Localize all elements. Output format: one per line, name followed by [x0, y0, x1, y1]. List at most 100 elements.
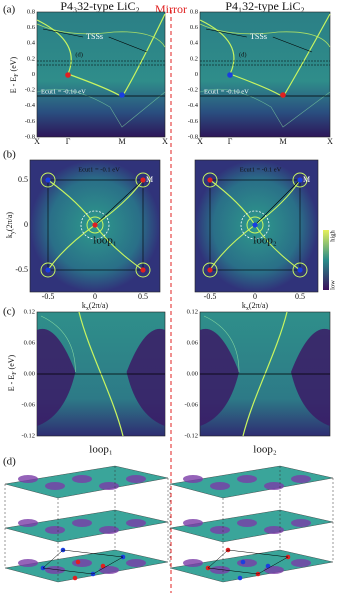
window-label: (d) [239, 51, 247, 58]
weyl-point [297, 267, 303, 273]
texture-blob [183, 559, 203, 567]
y-tick-label: 0.12 [187, 308, 198, 315]
x-tick-label: Γ [66, 137, 71, 146]
y-tick-label: 0.6 [27, 24, 36, 31]
weyl-point [100, 563, 106, 569]
surface-state [199, 23, 331, 48]
fermi-arc [254, 224, 301, 271]
ecut-label: Ecut1 = -0.10 eV [204, 88, 249, 95]
texture-blob [126, 559, 146, 567]
dark-region [291, 328, 330, 426]
arc-ring [292, 262, 308, 278]
loop-label: loop₂ [253, 444, 277, 456]
y-axis-label-unit: (2π/a) [5, 212, 14, 231]
band-plot [36, 11, 166, 138]
fermi-arc [209, 224, 256, 271]
colorbar [323, 230, 329, 290]
x-tick-label: X [34, 137, 40, 146]
weyl-point [252, 222, 258, 228]
loop-path [42, 549, 124, 575]
tss-arrow [205, 28, 247, 38]
weyl-point [119, 92, 125, 98]
texture-blob [18, 559, 38, 567]
surface-band [203, 315, 240, 373]
weyl-point [72, 575, 78, 581]
panel-label: (a) [3, 4, 16, 16]
y-axis-label: E - EF (eV) [7, 354, 19, 391]
y-tick-label: 0.8 [190, 8, 198, 15]
weyl-point [140, 177, 146, 183]
loop-ring [246, 216, 264, 234]
y-tick-label: 0 [24, 220, 28, 229]
arc-ring [135, 172, 151, 188]
texture-blob [72, 475, 92, 483]
surface-state [199, 13, 331, 98]
texture-blob [99, 482, 119, 490]
surface-state [36, 13, 166, 98]
weyl-point [265, 563, 271, 569]
weyl-point [45, 267, 51, 273]
texture-blob [45, 482, 65, 490]
y-tick-label: 0.5 [18, 175, 28, 184]
y-axis-label: E - EF (eV) [9, 56, 21, 93]
y-tick-label: -0.06 [21, 401, 35, 408]
x-axis-label-sub: x [246, 306, 249, 312]
weyl-point [140, 267, 146, 273]
band-plot [199, 11, 331, 138]
panel-label: (d) [3, 456, 16, 468]
texture-blob [237, 519, 257, 527]
y-tick-label: 0.6 [190, 24, 199, 31]
loop-label: loop₁ [89, 444, 113, 456]
x-tick-label: X [327, 137, 333, 146]
x-tick-label: M [279, 137, 286, 146]
y-tick-label: 0 [195, 71, 198, 78]
y-tick-label: 0.06 [24, 339, 36, 346]
fermi-arc [94, 179, 144, 226]
loop-ring [86, 216, 104, 234]
y-tick-label: -0.5 [15, 265, 28, 274]
weyl-point [237, 575, 243, 581]
x-tick-label: M [118, 137, 125, 146]
panel-label: (b) [3, 149, 16, 161]
texture-blob [291, 559, 311, 567]
x-tick-label: 0.5 [138, 292, 148, 301]
title-right: P4₁32-type LiC₂ [225, 0, 304, 13]
y-axis-label-unit: (eV) [9, 56, 18, 73]
fermi-arc [254, 179, 301, 226]
y-tick-label: 0.2 [190, 55, 198, 62]
weyl-point [240, 559, 246, 565]
y-axis-label-main: E - E [9, 77, 18, 94]
y-tick-label: -0.06 [184, 401, 198, 408]
y-tick-label: -0.6 [25, 118, 36, 125]
texture-blob [237, 559, 257, 567]
ecut-label: Ecut1 = -0.10 eV [41, 88, 86, 95]
y-tick-label: 0.2 [27, 55, 35, 62]
title-left: P4₃32-type LiC₂ [60, 0, 139, 13]
arc-ring [40, 262, 56, 278]
weyl-point [227, 72, 233, 78]
tss-arrow [42, 28, 84, 38]
y-axis-label-unit: (eV) [7, 354, 16, 371]
texture-blob [72, 559, 92, 567]
tss-arrow [108, 36, 148, 53]
loop-circle [240, 210, 270, 240]
m-point-label: M [303, 175, 310, 184]
y-axis-label-sub: F [14, 73, 20, 77]
texture-blob [291, 475, 311, 483]
x-axis-label: kx(2π/a) [82, 301, 108, 313]
y-tick-label: 0.06 [187, 339, 199, 346]
x-tick-label: Γ [228, 137, 233, 146]
y-tick-label: 0.12 [24, 308, 35, 315]
x-tick-label: 0 [253, 292, 257, 301]
texture-blob [18, 519, 38, 527]
loop-path [207, 549, 289, 575]
loop-circle [80, 210, 110, 240]
texture-blob [99, 526, 119, 534]
x-axis-label: kx(2π/a) [242, 301, 268, 313]
y-tick-label: -0.6 [188, 118, 199, 125]
fermi-arc [47, 179, 96, 226]
x-tick-label: 0 [93, 292, 97, 301]
texture-blob [45, 566, 65, 574]
x-axis-label-sub: x [86, 306, 89, 312]
